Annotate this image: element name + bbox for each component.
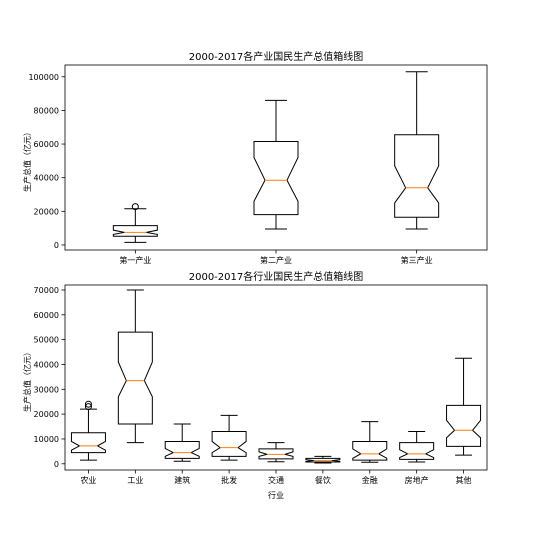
chart-bottom-ytick-label: 30000 [34,385,59,394]
chart-bottom-box-9 [446,357,482,456]
chart-top-ytick-label: 80000 [34,106,59,115]
chart-top: 2000-2017各产业国民生产总值箱线图 生产总值（亿元） 0 20000 400… [22,50,488,265]
outlier-point [84,400,92,408]
chart-bottom-ytick-label: 50000 [34,336,59,345]
box-body [446,404,482,447]
box-body [211,431,247,457]
chart-bottom-xtick-label: 农业 [80,475,96,485]
chart-top-xtick-label: 第一产业 [119,255,151,265]
chart-bottom-plot: 0 10000 20000 30000 40000 50000 60000 70000 农业 工业… [34,284,488,485]
chart-top-xtick-label: 第二产业 [260,255,292,265]
chart-bottom: 2000-2017各行业国民生产总值箱线图 生产总值（亿元） 行业 0 10000… [22,270,488,500]
outlier-point [84,403,92,411]
box-body [70,432,106,454]
chart-bottom-xtick-label: 餐饮 [315,475,331,485]
chart-bottom-box-6 [305,455,341,464]
chart-bottom-xtick-label: 建筑 [174,475,190,485]
chart-bottom-ytick-label: 60000 [34,311,59,320]
chart-top-ytick-label: 100000 [28,73,59,82]
chart-bottom-xtick-label: 交通 [268,475,284,485]
chart-top-box-1 [112,203,158,243]
box-body [164,440,200,459]
box-body [117,331,153,425]
chart-top-ylabel: 生产总值（亿元） [22,128,32,192]
chart-bottom-box-4 [211,414,247,461]
chart-bottom-xtick-label: 批发 [221,475,237,485]
chart-bottom-ytick-label: 10000 [34,435,59,444]
box-body [305,457,341,463]
chart-bottom-box-5 [258,442,294,463]
chart-bottom-ytick-label: 40000 [34,360,59,369]
chart-top-xtick-label: 第三产业 [401,255,433,265]
chart-bottom-xtick-label: 金融 [362,475,378,485]
box-body [399,442,435,460]
chart-bottom-title: 2000-2017各行业国民生产总值箱线图 [189,270,364,283]
chart-top-box-2 [253,99,299,230]
chart-bottom-box-3 [164,423,200,462]
box-body [112,225,158,237]
chart-top-plot: 0 20000 40000 60000 80000 100000 第一产业 第二产业 第三产业 [28,64,488,265]
chart-bottom-box-1 [70,400,106,461]
box-body [258,448,294,460]
chart-bottom-xtick-label: 工业 [127,475,143,485]
chart-bottom-box-2 [117,289,153,444]
outlier-point [131,203,139,211]
chart-bottom-xtick-label: 房地产 [405,475,429,485]
chart-bottom-ytick-label: 70000 [34,286,59,295]
chart-top-ytick-label: 20000 [34,207,59,216]
chart-bottom-box-8 [399,431,435,463]
box-body [394,134,440,218]
chart-top-ytick-label: 60000 [34,140,59,149]
chart-bottom-ytick-label: 20000 [34,410,59,419]
box-body [253,141,299,216]
chart-top-title: 2000-2017各产业国民生产总值箱线图 [189,50,364,63]
chart-top-box-3 [394,71,440,230]
chart-top-ytick-label: 0 [54,241,59,250]
chart-top-ytick-label: 40000 [34,174,59,183]
chart-bottom-xlabel: 行业 [268,490,284,500]
chart-bottom-box-7 [352,421,388,463]
chart-bottom-xtick-label: 其他 [456,475,472,485]
box-body [352,440,388,461]
chart-bottom-ytick-label: 0 [54,460,59,469]
chart-bottom-ylabel: 生产总值（亿元） [22,348,32,412]
